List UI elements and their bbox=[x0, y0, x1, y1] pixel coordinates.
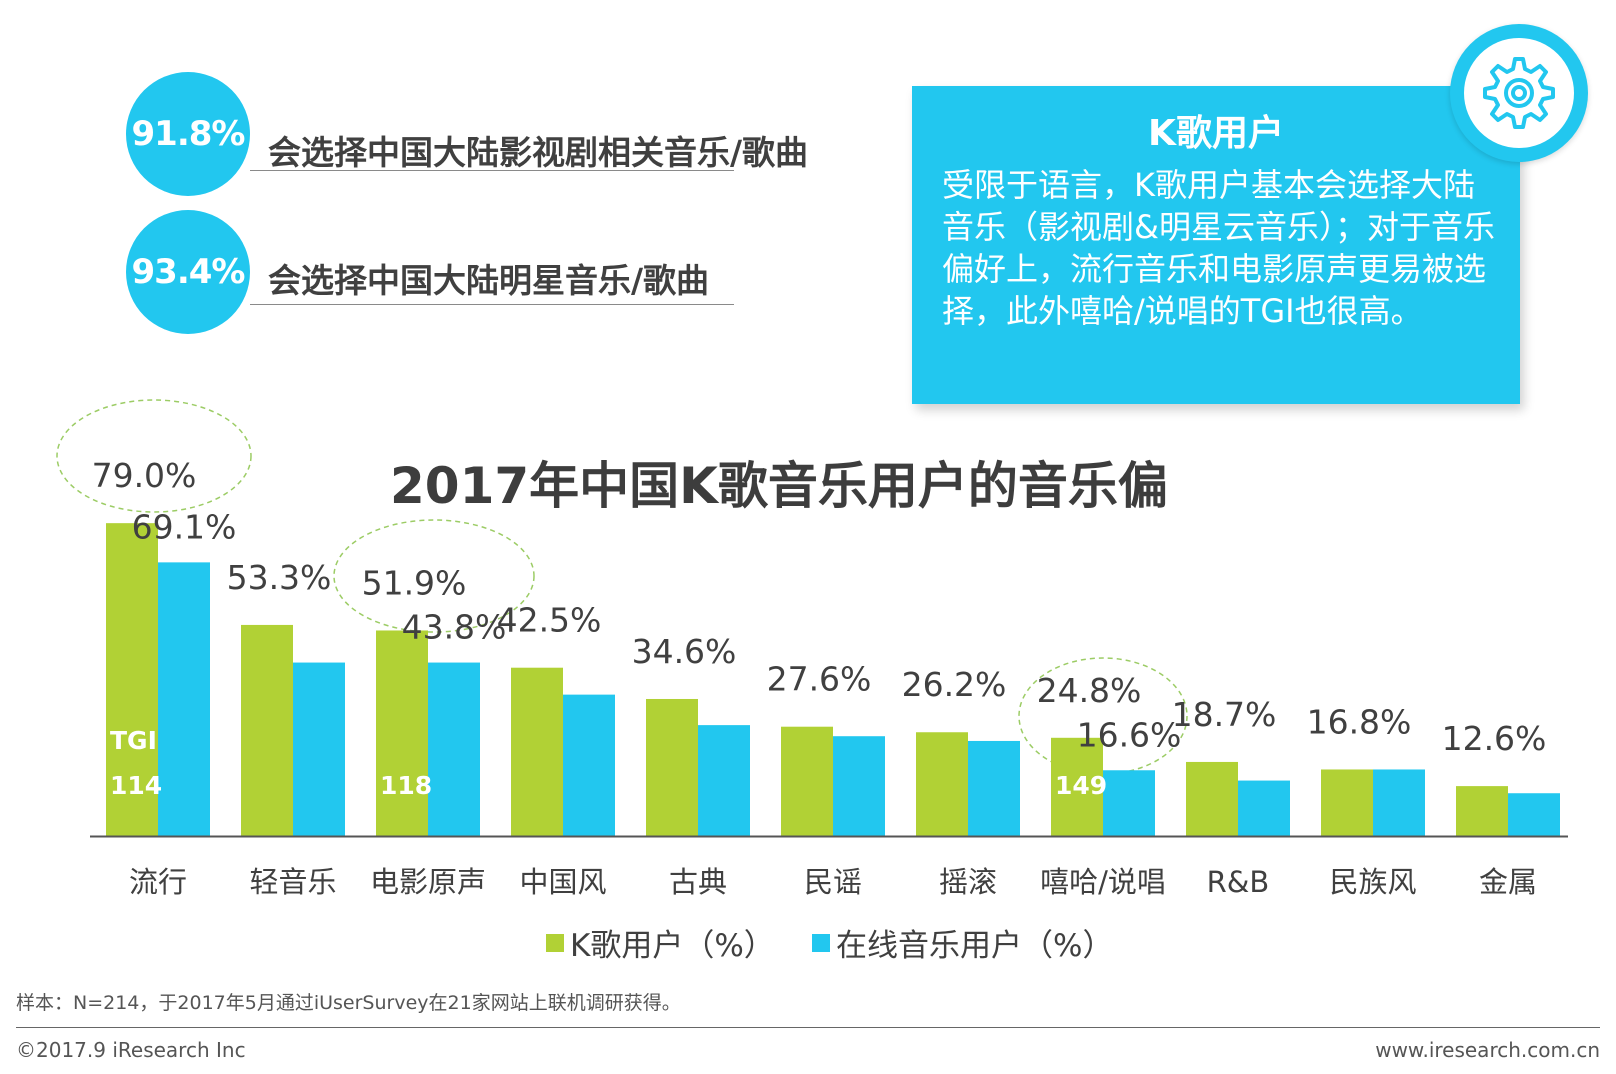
bar-k-song bbox=[376, 630, 428, 836]
x-tick-label: 电影原声 bbox=[370, 865, 486, 899]
gear-icon bbox=[1483, 57, 1555, 129]
data-label-online: 16.6% bbox=[1077, 715, 1182, 754]
legend-swatch-blue bbox=[812, 933, 830, 952]
x-tick-label: 金属 bbox=[1479, 865, 1537, 899]
copyright: ©2017.9 iResearch Inc bbox=[16, 1038, 246, 1062]
stat-circle-1: 91.8% bbox=[126, 72, 250, 196]
bar-k-song bbox=[1456, 786, 1508, 836]
x-tick-label: 摇滚 bbox=[939, 865, 997, 899]
tgi-label: TGI bbox=[110, 726, 157, 755]
bar-online bbox=[698, 725, 750, 836]
bar-online bbox=[1238, 780, 1290, 836]
data-label-online: 43.8% bbox=[402, 608, 507, 647]
stat-underline-1 bbox=[250, 170, 734, 171]
data-label-k-song: 26.2% bbox=[902, 665, 1007, 704]
legend-swatch-green bbox=[546, 933, 564, 952]
bar-k-song bbox=[781, 726, 833, 836]
bar-online bbox=[1103, 770, 1155, 836]
bar-online bbox=[293, 662, 345, 836]
data-label-k-song: 42.5% bbox=[497, 601, 602, 640]
data-label-k-song: 12.6% bbox=[1442, 719, 1547, 758]
data-label-k-song: 18.7% bbox=[1172, 695, 1277, 734]
stat-text-2: 会选择中国大陆明星音乐/歌曲 bbox=[268, 261, 710, 300]
x-tick-label: 民谣 bbox=[804, 865, 862, 899]
footer-divider bbox=[16, 1027, 1600, 1028]
bar-k-song bbox=[1051, 737, 1103, 836]
data-label-k-song: 24.8% bbox=[1037, 671, 1142, 710]
legend-label-k-song: K歌用户（%） bbox=[570, 928, 775, 964]
x-tick-label: 古典 bbox=[669, 865, 727, 899]
bar-online bbox=[1508, 793, 1560, 836]
bar-online bbox=[1373, 769, 1425, 836]
footnote: 样本：N=214，于2017年5月通过iUserSurvey在21家网站上联机调… bbox=[16, 992, 681, 1014]
bar-k-song bbox=[511, 667, 563, 836]
data-label-k-song: 79.0% bbox=[92, 456, 197, 495]
data-label-k-song: 16.8% bbox=[1307, 702, 1412, 741]
chart-title: 2017年中国K歌音乐用户的音乐偏 bbox=[390, 457, 1168, 515]
x-tick-label: 民族风 bbox=[1329, 865, 1416, 899]
bar-k-song bbox=[1321, 769, 1373, 836]
legend-item-k-song: K歌用户（%） bbox=[546, 920, 775, 965]
bar-online bbox=[833, 736, 885, 836]
stat-underline-2 bbox=[250, 304, 734, 305]
highlight-ellipse bbox=[333, 519, 535, 633]
tgi-label: 114 bbox=[110, 771, 162, 800]
data-label-k-song: 27.6% bbox=[767, 660, 872, 699]
highlight-ellipse bbox=[56, 399, 252, 513]
bar-k-song bbox=[1186, 761, 1238, 836]
bar-online bbox=[968, 740, 1020, 836]
bar-online bbox=[563, 694, 615, 836]
data-label-k-song: 53.3% bbox=[227, 558, 332, 597]
tgi-label: 118 bbox=[380, 771, 432, 800]
x-tick-label: 嘻哈/说唱 bbox=[1040, 865, 1166, 899]
info-box: K歌用户 受限于语言，K歌用户基本会选择大陆音乐（影视剧&明星云音乐）；对于音乐… bbox=[912, 86, 1520, 404]
bar-k-song bbox=[241, 624, 293, 836]
x-tick-label: 流行 bbox=[129, 865, 187, 899]
tgi-label: 149 bbox=[1055, 771, 1107, 800]
bar-online bbox=[428, 662, 480, 836]
legend-item-online: 在线音乐用户（%） bbox=[812, 920, 1113, 965]
website-link[interactable]: www.iresearch.com.cn bbox=[1375, 1038, 1600, 1062]
bar-k-song bbox=[106, 523, 158, 836]
data-label-online: 69.1% bbox=[132, 507, 237, 546]
info-box-title: K歌用户 bbox=[1148, 113, 1284, 154]
x-tick-label: R&B bbox=[1207, 865, 1270, 899]
info-box-body: 受限于语言，K歌用户基本会选择大陆音乐（影视剧&明星云音乐）；对于音乐偏好上，流… bbox=[942, 166, 1495, 330]
bar-k-song bbox=[646, 698, 698, 836]
bar-k-song bbox=[916, 732, 968, 836]
stat-text-1: 会选择中国大陆影视剧相关音乐/歌曲 bbox=[268, 133, 809, 172]
data-label-k-song: 34.6% bbox=[632, 632, 737, 671]
gear-badge bbox=[1450, 24, 1588, 162]
bar-online bbox=[158, 562, 210, 836]
stat-circle-2: 93.4% bbox=[126, 210, 250, 334]
legend-label-online: 在线音乐用户（%） bbox=[836, 928, 1114, 964]
x-tick-label: 轻音乐 bbox=[249, 865, 336, 899]
data-label-k-song: 51.9% bbox=[362, 563, 467, 602]
x-tick-label: 中国风 bbox=[519, 865, 606, 899]
